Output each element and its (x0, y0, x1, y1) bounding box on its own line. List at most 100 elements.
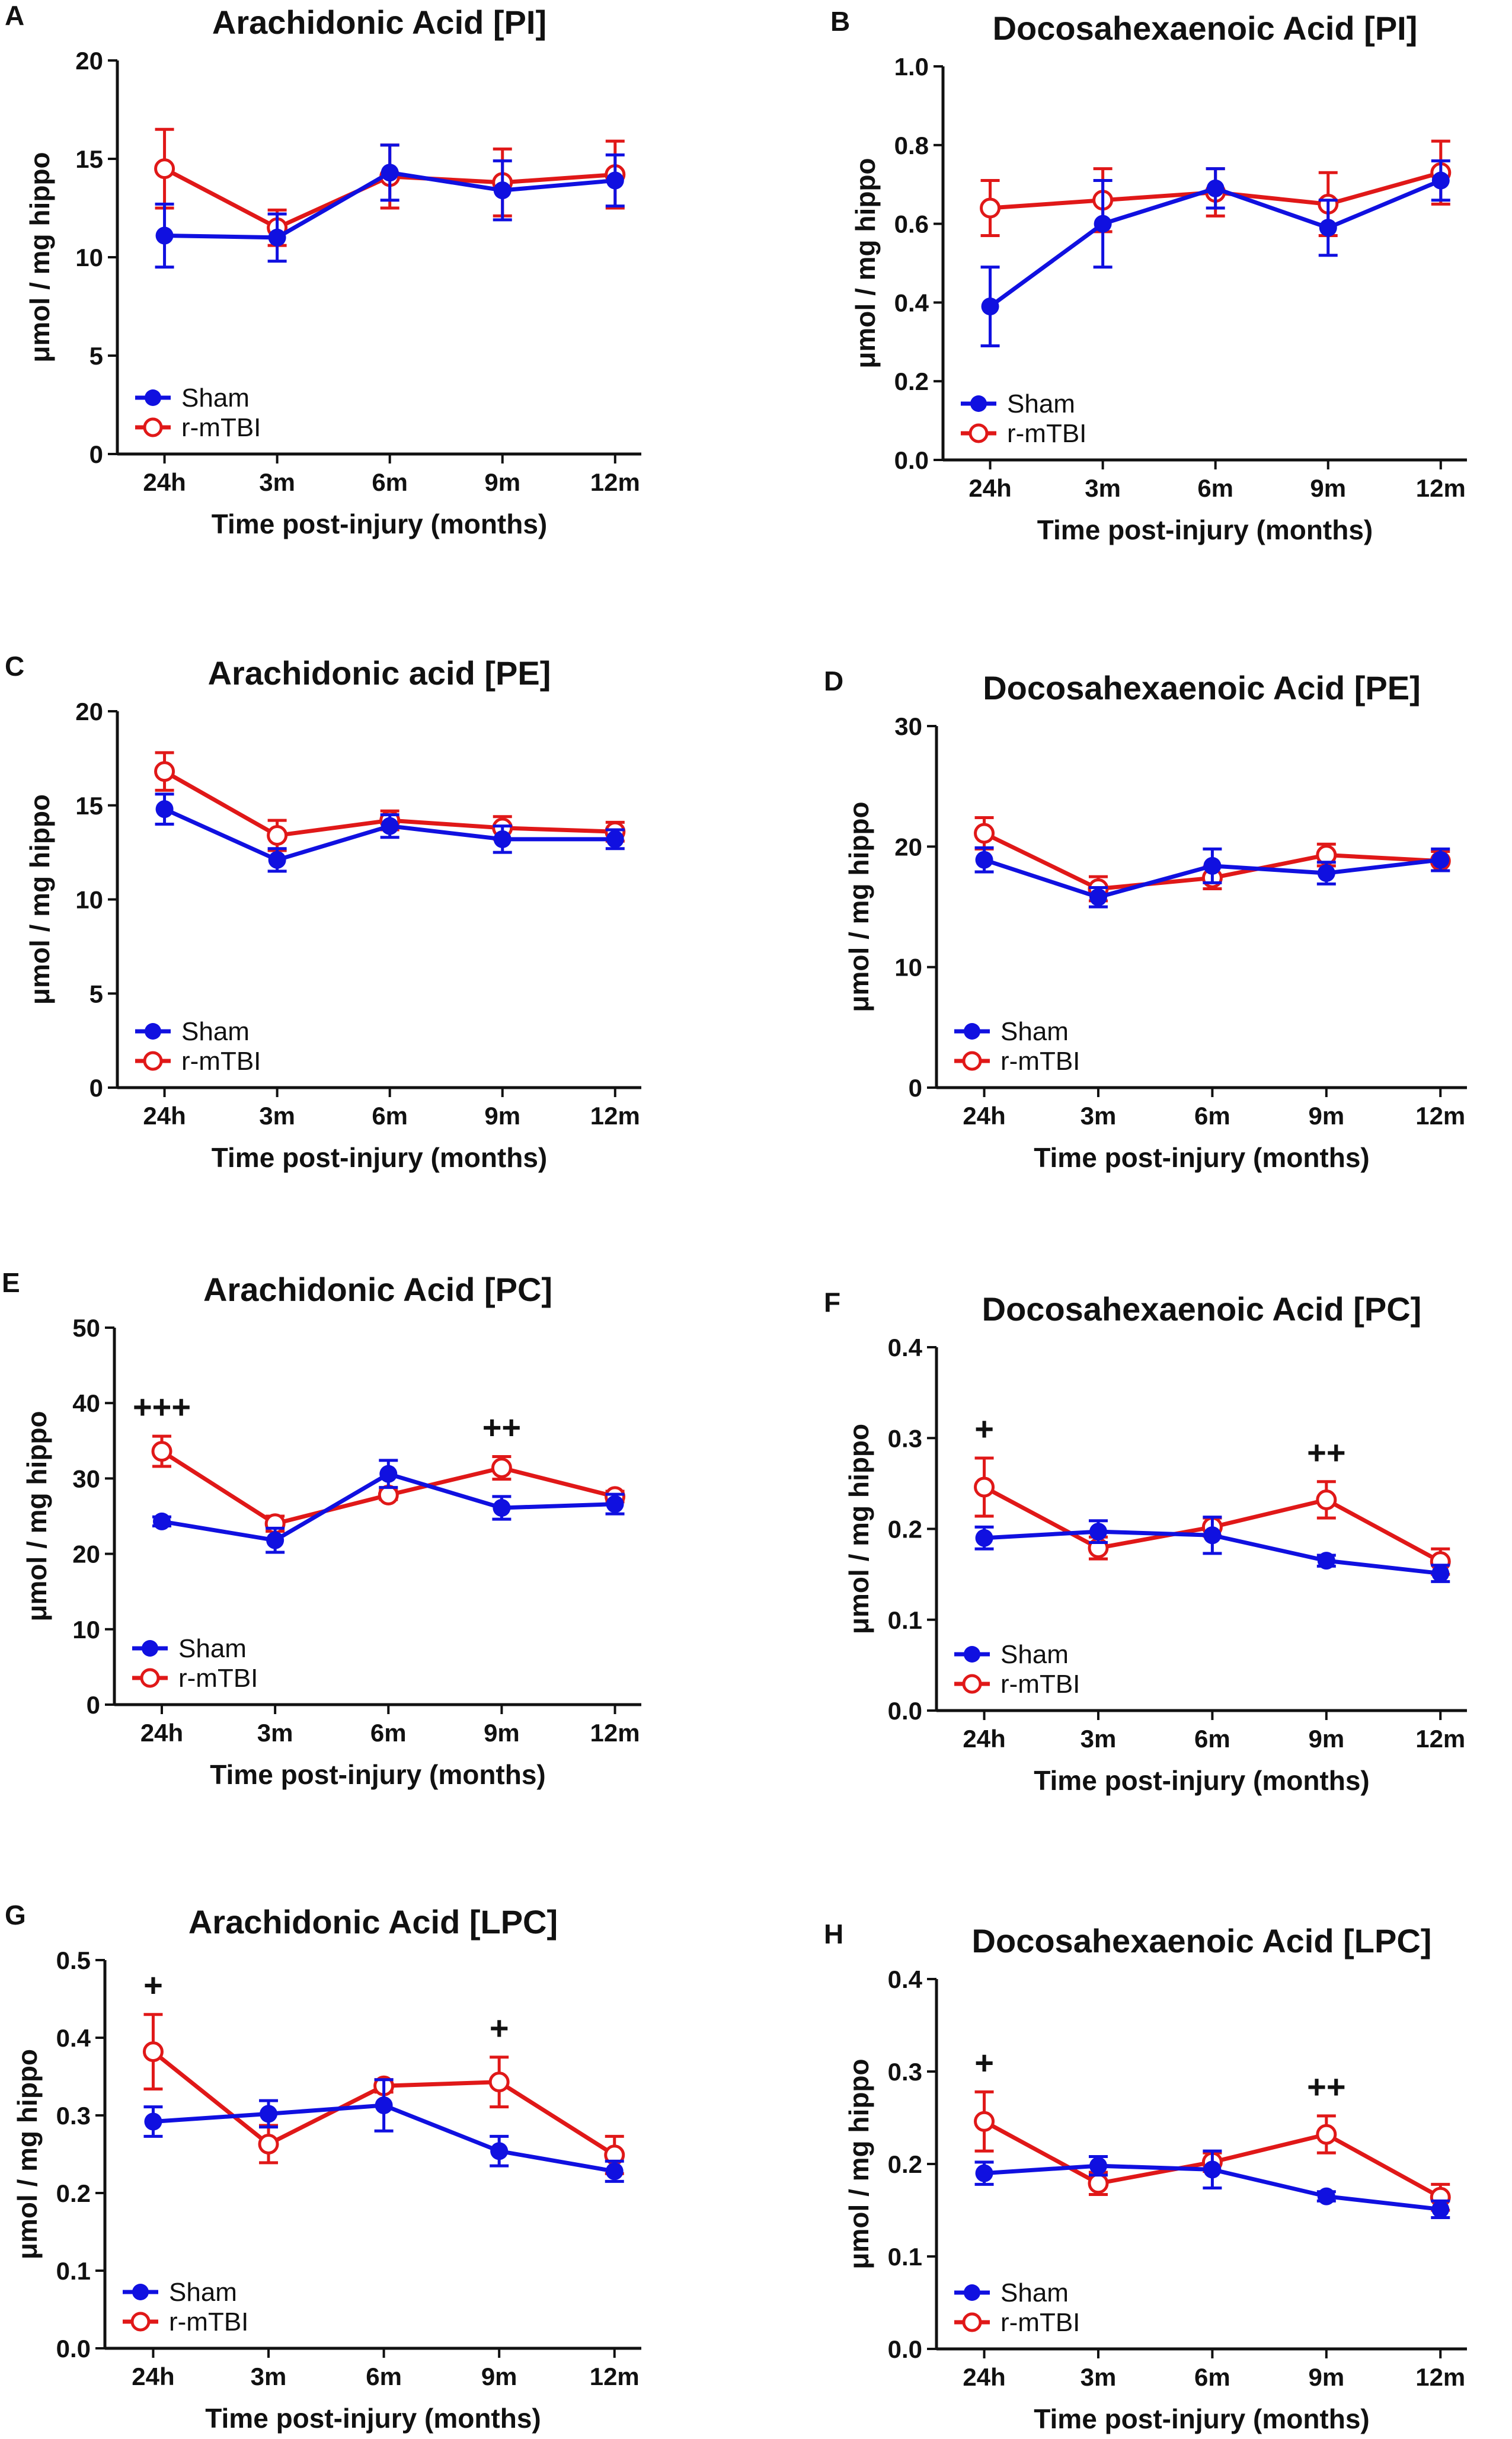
x-tick-label: 6m (366, 2363, 402, 2390)
x-tick-label: 9m (484, 1102, 520, 1130)
data-point-sham (379, 1465, 398, 1483)
data-point-sham (606, 830, 624, 848)
chart-title: Docosahexaenoic Acid [PC] (982, 1290, 1422, 1328)
legend-label-sham: Sham (178, 1634, 247, 1663)
series-sham (980, 159, 1450, 347)
y-tick-label: 0.8 (894, 132, 929, 159)
data-point-rmtbi (151, 1441, 172, 1462)
y-axis-title: μmol / mg hippo (21, 1411, 52, 1621)
series-sham (974, 2149, 1450, 2219)
data-point-rmtbi (974, 1476, 995, 1498)
data-point-sham (1089, 1523, 1107, 1541)
significance-marker: ++ (1307, 1434, 1345, 1471)
data-point-rmtbi (1316, 1489, 1337, 1510)
y-axis-title: μmol / mg hippo (843, 2058, 874, 2269)
x-tick-label: 24h (140, 1719, 183, 1747)
x-tick-label: 12m (590, 468, 640, 496)
series-sham (974, 846, 1450, 909)
data-point-sham (1317, 2187, 1335, 2205)
y-tick-label: 30 (72, 1465, 100, 1492)
chart-panel-c: C Arachidonic acid [PE] 0 5 10 15 20 24h 3m 6m 9m 1… (5, 651, 641, 1173)
y-tick-label: 0.3 (888, 1424, 922, 1452)
data-point-sham (1319, 219, 1337, 237)
legend-marker-sham (970, 395, 987, 412)
x-axis-title: Time post-injury (months) (1034, 1142, 1370, 1173)
chart-panel-g: G Arachidonic Acid [LPC] 0.0 0.1 0.2 0.3 0.4 0.… (5, 1900, 641, 2434)
y-tick-label: 0.2 (888, 1516, 922, 1543)
x-tick-label: 9m (1308, 1102, 1344, 1130)
x-tick-label: 3m (259, 468, 295, 496)
legend-marker-rmtbi (968, 423, 989, 443)
panel-letter: B (830, 6, 850, 37)
data-point-sham (1317, 864, 1335, 883)
y-axis-title: μmol / mg hippo (843, 1424, 874, 1634)
data-point-sham (268, 851, 286, 869)
data-point-sham (1203, 856, 1222, 875)
data-point-sham (266, 1531, 285, 1549)
y-tick-label: 0.6 (894, 210, 929, 238)
legend-label-rmtbi: r-mTBI (1000, 2308, 1080, 2337)
x-tick-label: 24h (132, 2363, 174, 2390)
y-tick-label: 10 (72, 1616, 100, 1644)
data-point-rmtbi (142, 2041, 164, 2063)
y-tick-label: 15 (75, 792, 103, 820)
data-point-rmtbi (154, 761, 175, 782)
y-tick-label: 0 (909, 1074, 922, 1102)
chart-title: Arachidonic Acid [LPC] (188, 1903, 558, 1941)
y-tick-label: 0.2 (888, 2150, 922, 2178)
legend-label-sham: Sham (169, 2278, 237, 2307)
chart-panel-b: B Docosahexaenoic Acid [PI] 0.0 0.2 0.4 0.6 0.… (830, 6, 1467, 545)
y-tick-label: 0.4 (888, 1334, 923, 1361)
y-axis-title: μmol / mg hippo (12, 2049, 43, 2259)
legend-marker-rmtbi (140, 1668, 160, 1688)
y-axis-title: μmol / mg hippo (24, 152, 55, 362)
x-tick-label: 9m (1308, 1725, 1344, 1753)
y-tick-label: 1.0 (894, 53, 929, 81)
data-point-sham (975, 1529, 993, 1547)
significance-marker: + (974, 2044, 994, 2081)
legend-label-rmtbi: r-mTBI (169, 2307, 248, 2336)
data-point-sham (1431, 171, 1450, 190)
x-tick-label: 12m (1415, 2363, 1465, 2391)
y-tick-label: 0.1 (56, 2257, 91, 2285)
y-tick-label: 10 (75, 886, 103, 914)
legend-label-rmtbi: r-mTBI (181, 413, 261, 442)
data-point-rmtbi (258, 2133, 279, 2154)
significance-marker: + (143, 1967, 163, 2004)
data-point-sham (144, 2112, 162, 2131)
legend-label-rmtbi: r-mTBI (1000, 1670, 1080, 1699)
chart-title: Docosahexaenoic Acid [PI] (993, 9, 1418, 47)
x-tick-label: 24h (143, 468, 186, 496)
y-tick-label: 0.0 (56, 2335, 91, 2363)
legend-marker-sham (142, 1640, 158, 1657)
legend-label-sham: Sham (181, 1017, 250, 1046)
y-tick-label: 0.2 (894, 367, 929, 395)
significance-marker: + (974, 1410, 994, 1447)
data-point-sham (1431, 851, 1450, 869)
data-point-sham (155, 800, 174, 819)
legend-marker-rmtbi (143, 417, 163, 437)
data-point-sham (1089, 888, 1107, 906)
legend-marker-rmtbi (962, 2312, 982, 2332)
x-axis-title: Time post-injury (months) (1034, 1765, 1370, 1796)
legend-label-rmtbi: r-mTBI (178, 1664, 258, 1693)
y-tick-label: 0.1 (888, 2243, 922, 2271)
data-point-sham (493, 830, 512, 848)
x-tick-label: 3m (257, 1719, 293, 1747)
series-sham (152, 1459, 625, 1554)
panel-letter: H (824, 1919, 843, 1949)
x-axis-title: Time post-injury (months) (212, 509, 548, 539)
series-sham (143, 2078, 624, 2183)
x-tick-label: 9m (1310, 474, 1346, 502)
series-sham (155, 792, 625, 873)
x-axis-title: Time post-injury (months) (1034, 2403, 1370, 2434)
panel-letter: A (5, 0, 24, 31)
x-tick-label: 12m (590, 1102, 640, 1130)
x-tick-label: 3m (259, 1102, 295, 1130)
